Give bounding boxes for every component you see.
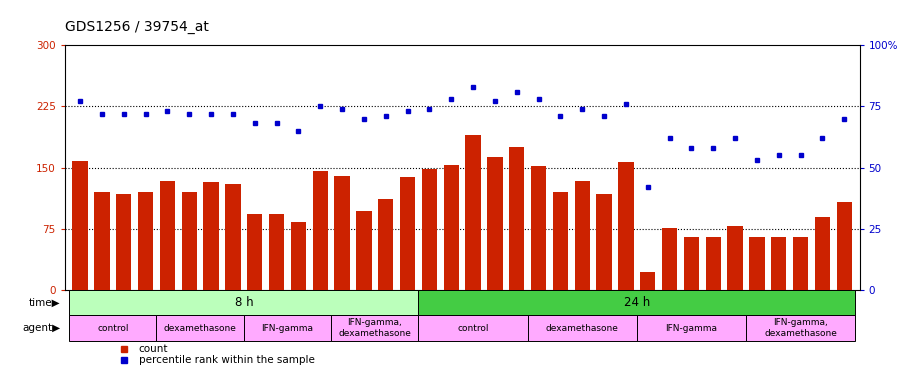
Bar [771, 237, 787, 290]
Text: 8 h: 8 h [235, 296, 253, 309]
Text: dexamethasone: dexamethasone [545, 324, 618, 333]
Bar [244, 315, 331, 342]
Bar [116, 194, 131, 290]
Text: IFN-gamma,
dexamethasone: IFN-gamma, dexamethasone [338, 318, 411, 338]
Bar [69, 290, 418, 315]
Bar [335, 176, 350, 290]
Bar [69, 315, 157, 342]
Bar [662, 228, 677, 290]
Text: agent▶: agent▶ [22, 323, 60, 333]
Bar [72, 161, 87, 290]
Bar [749, 237, 764, 290]
Bar [356, 211, 372, 290]
Bar [837, 202, 852, 290]
Bar [746, 315, 855, 342]
Bar [597, 194, 612, 290]
Bar [422, 169, 437, 290]
Bar [637, 315, 746, 342]
Bar [378, 199, 393, 290]
Text: IFN-gamma: IFN-gamma [665, 324, 717, 333]
Bar [814, 217, 830, 290]
Text: dexamethasone: dexamethasone [164, 324, 237, 333]
Bar [225, 184, 240, 290]
Bar [553, 192, 568, 290]
Text: count: count [139, 344, 168, 354]
Bar [640, 272, 655, 290]
Bar [444, 165, 459, 290]
Text: percentile rank within the sample: percentile rank within the sample [139, 356, 315, 365]
Bar [312, 171, 328, 290]
Bar [291, 222, 306, 290]
Bar [418, 315, 527, 342]
Bar [465, 135, 481, 290]
Bar [160, 182, 176, 290]
Bar [203, 182, 219, 290]
Bar [727, 226, 742, 290]
Bar [94, 192, 110, 290]
Bar [157, 315, 244, 342]
Bar [706, 237, 721, 290]
Text: time▶: time▶ [29, 297, 60, 307]
Bar [531, 166, 546, 290]
Text: GDS1256 / 39754_at: GDS1256 / 39754_at [65, 20, 209, 34]
Bar [248, 214, 263, 290]
Bar [400, 177, 415, 290]
Bar [138, 192, 153, 290]
Bar [684, 237, 699, 290]
Bar [331, 315, 418, 342]
Bar [269, 214, 284, 290]
Bar [527, 315, 637, 342]
Text: IFN-gamma,
dexamethasone: IFN-gamma, dexamethasone [764, 318, 837, 338]
Bar [509, 147, 525, 290]
Text: IFN-gamma: IFN-gamma [262, 324, 313, 333]
Bar [618, 162, 634, 290]
Text: 24 h: 24 h [624, 296, 650, 309]
Bar [487, 157, 502, 290]
Bar [182, 192, 197, 290]
Bar [793, 237, 808, 290]
Bar [574, 182, 590, 290]
Text: control: control [97, 324, 129, 333]
Text: control: control [457, 324, 489, 333]
Bar [418, 290, 855, 315]
